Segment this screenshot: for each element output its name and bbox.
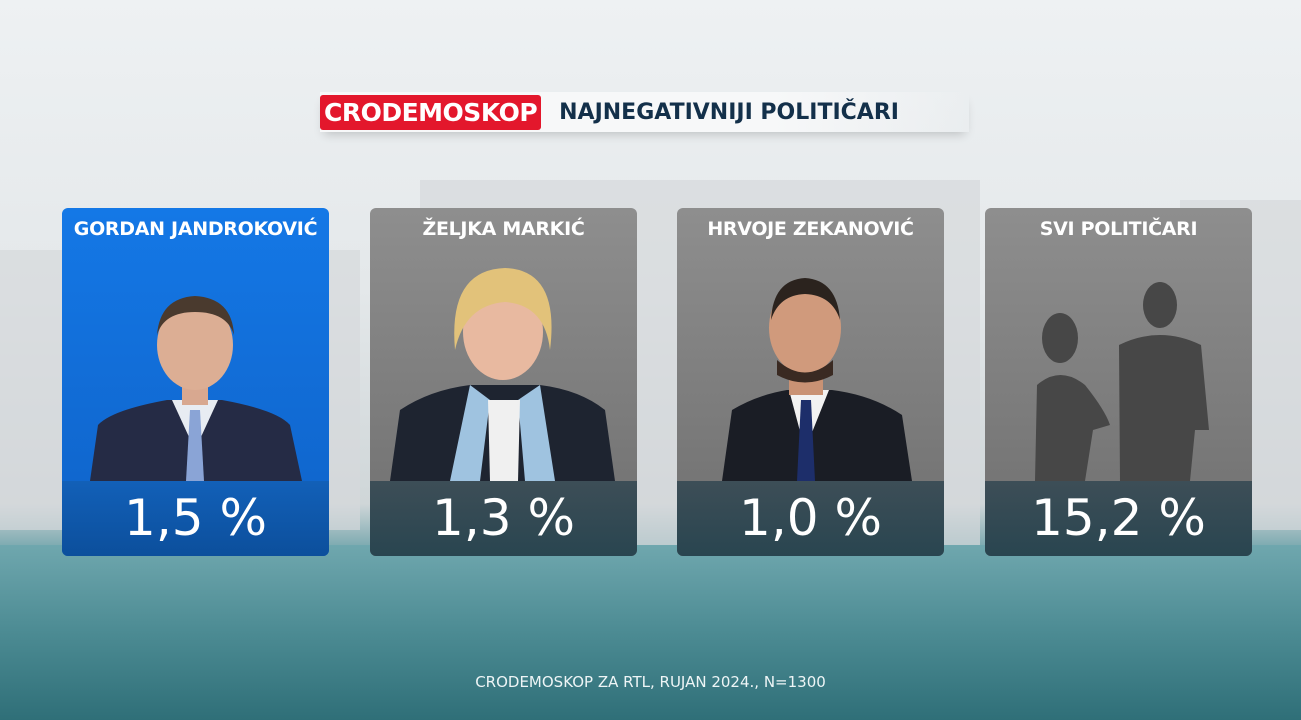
- card-value: 1,0 %: [677, 481, 944, 556]
- card-name: HRVOJE ZEKANOVIĆ: [707, 218, 914, 240]
- card-name: GORDAN JANDROKOVIĆ: [73, 218, 318, 240]
- card-name: ŽELJKA MARKIĆ: [422, 218, 585, 240]
- card-value: 1,5 %: [62, 481, 329, 556]
- all-politicians-card: SVI POLITIČARI 15,2 %: [985, 208, 1252, 556]
- card-value: 1,3 %: [370, 481, 637, 556]
- card-value: 15,2 %: [985, 481, 1252, 556]
- politician-card: GORDAN JANDROKOVIĆ 1,5 %: [62, 208, 329, 556]
- politician-photo: [390, 268, 615, 481]
- politician-card: ŽELJKA MARKIĆ 1,3 %: [370, 208, 637, 556]
- politician-photo: [90, 296, 302, 481]
- title-bar: CRODEMOSKOP NAJNEGATIVNIJI POLITIČARI: [320, 92, 969, 132]
- source-footer: CRODEMOSKOP ZA RTL, RUJAN 2024., N=1300: [475, 673, 826, 691]
- politician-photo: [722, 278, 912, 481]
- background-square: [0, 545, 1301, 720]
- politician-card: HRVOJE ZEKANOVIĆ 1,0 %: [677, 208, 944, 556]
- silhouettes-icon: [1035, 282, 1209, 481]
- brand-logo: CRODEMOSKOP: [320, 94, 542, 130]
- card-name: SVI POLITIČARI: [1039, 218, 1198, 240]
- page-title: NAJNEGATIVNIJI POLITIČARI: [559, 99, 899, 125]
